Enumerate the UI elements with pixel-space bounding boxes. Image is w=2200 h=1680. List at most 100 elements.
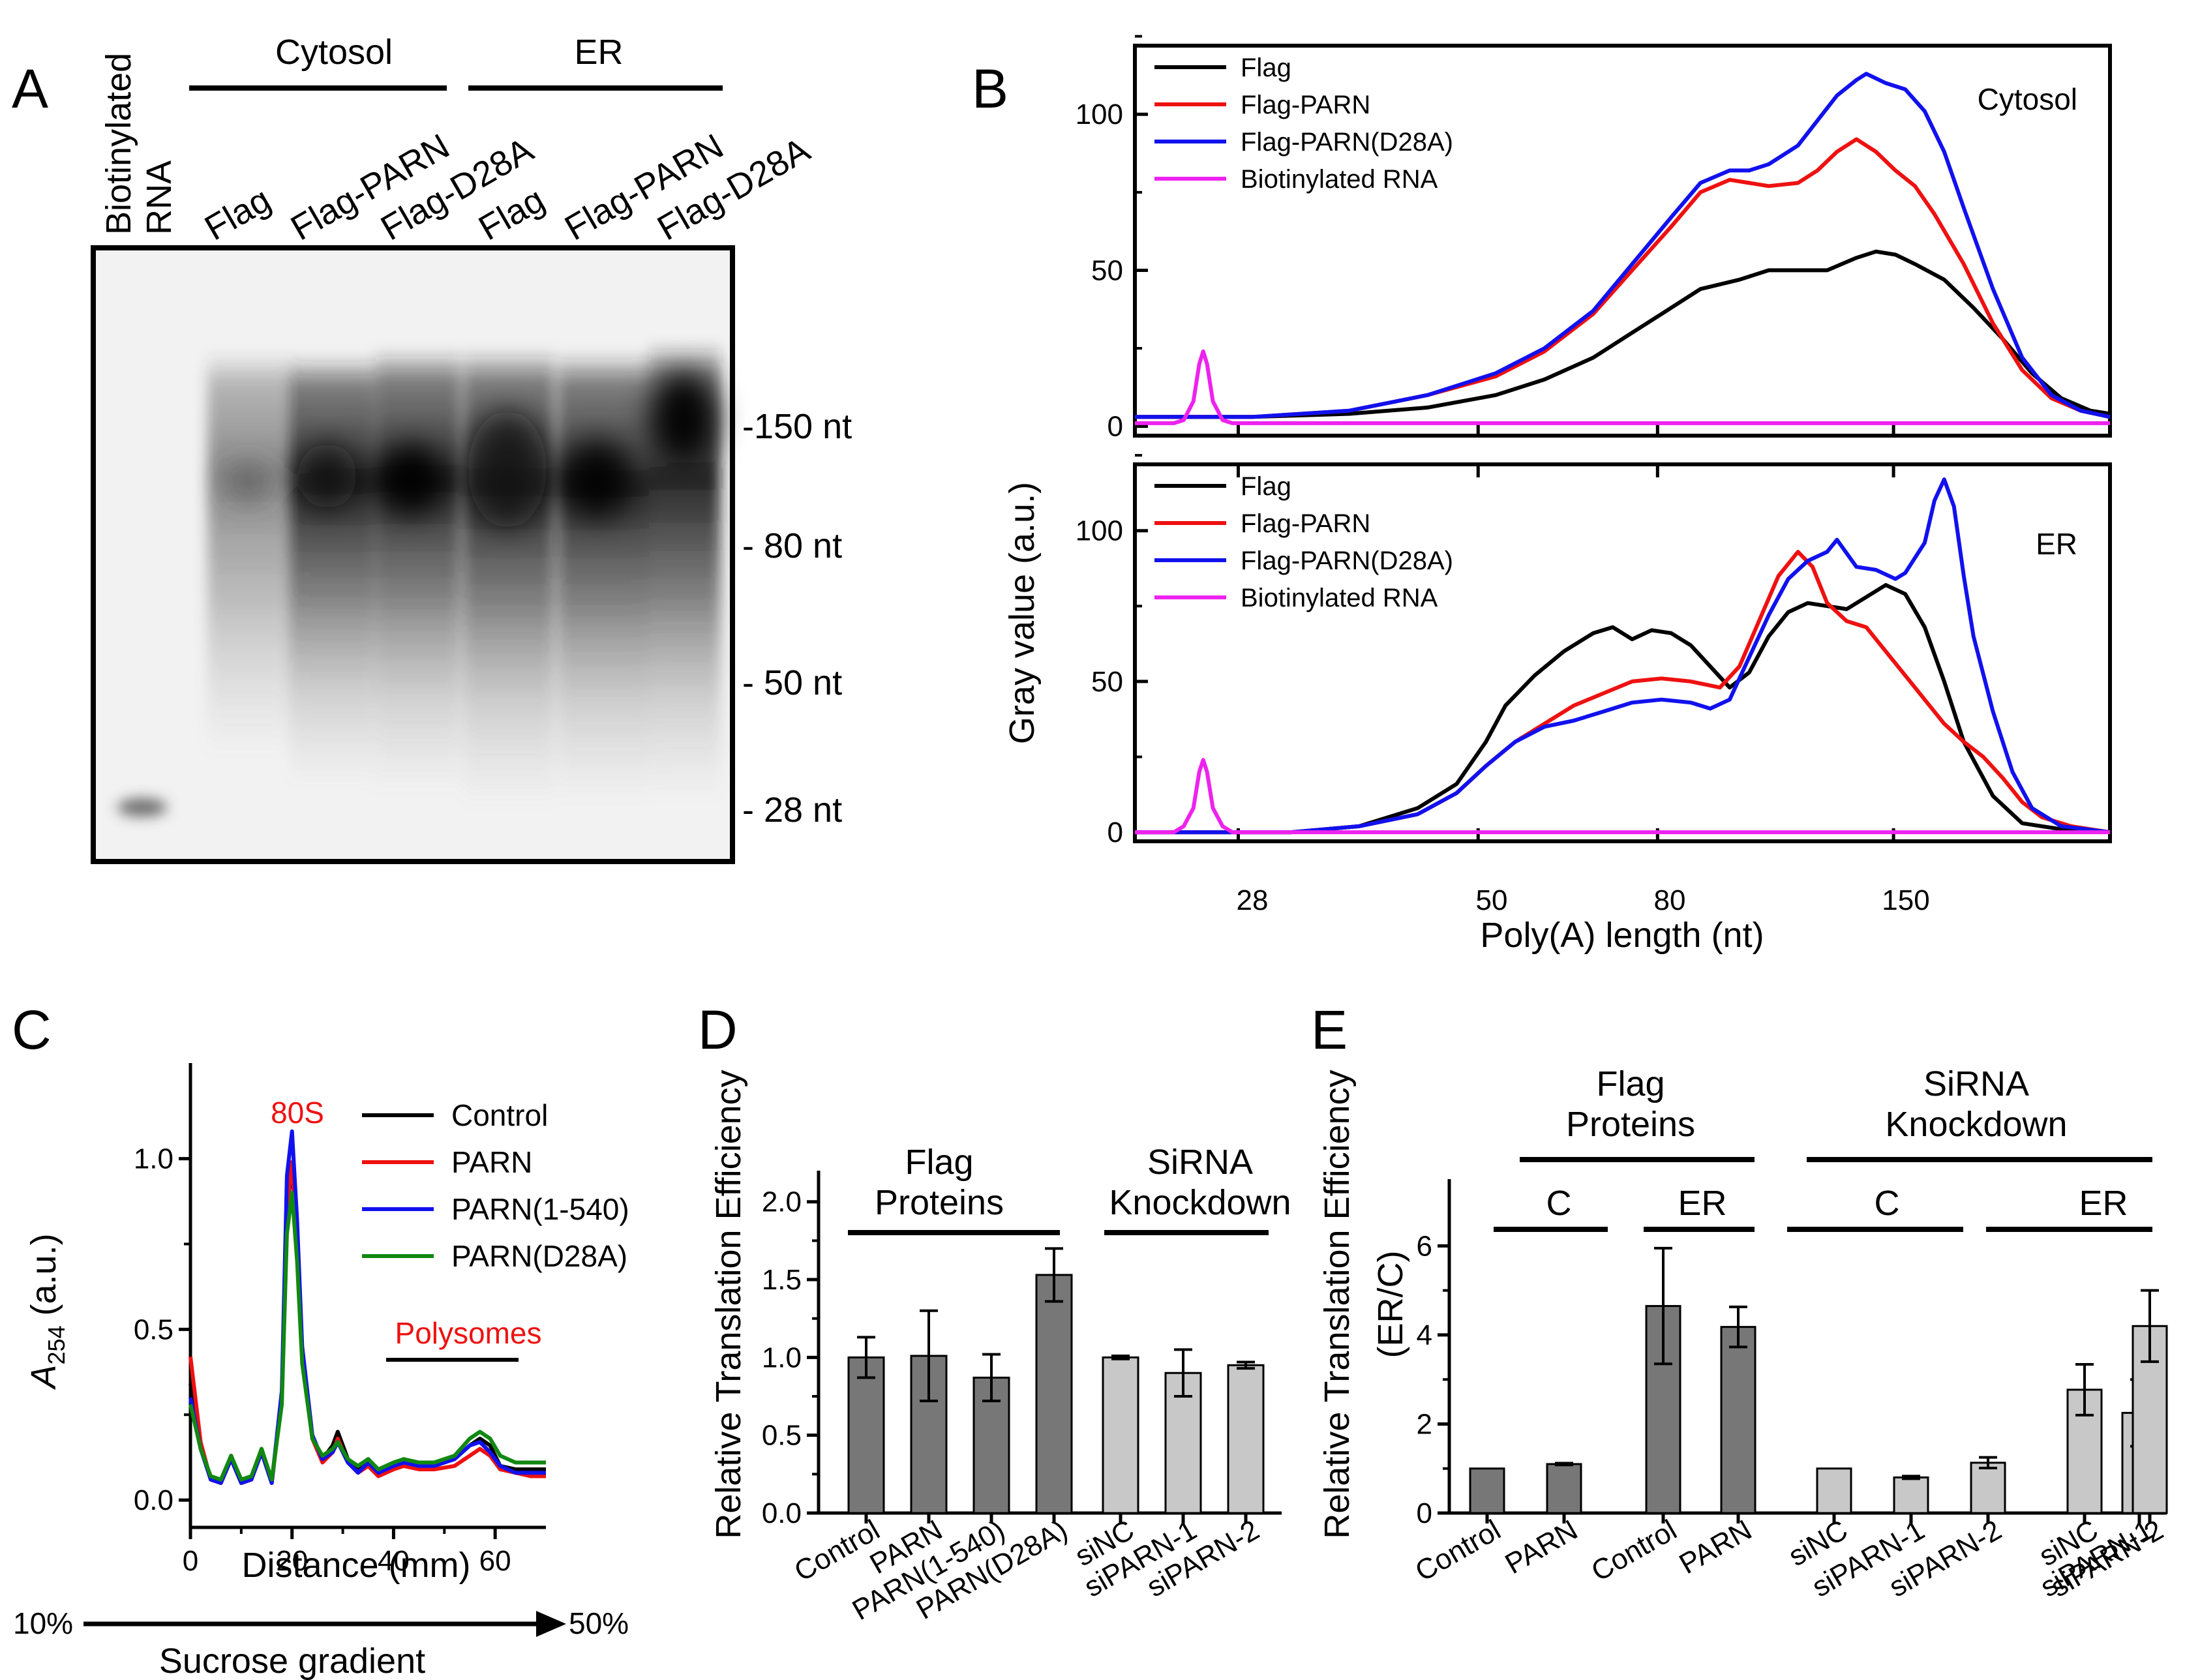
panel-b-xtick-28: 28 — [1237, 884, 1269, 916]
panel-c-ytick-label: 0.5 — [134, 1313, 173, 1345]
legend-text-flag-parn-d28a-er: Flag-PARN(D28A) — [1241, 547, 1453, 575]
bar-e-7-siparn-2 — [1970, 1462, 2006, 1514]
legend-text-biotin-er: Biotinylated RNA — [1241, 584, 1438, 612]
panel-b-top-legend: Flag Flag-PARN Flag-PARN(D28A) Biotinyla… — [1154, 53, 2077, 194]
panel-b-bottom-axes: 0 50 100 — [1076, 454, 1895, 848]
gel-frame — [91, 245, 735, 864]
panel-e-sub-c1: C — [1546, 1184, 1572, 1223]
bar-d-4-parn-d28a — [1035, 1274, 1073, 1514]
legend-text-flag-parn: Flag-PARN — [1241, 91, 1370, 119]
panel-c-axes: 0.0 0.5 1.0 0 20 40 60 — [134, 1063, 546, 1577]
xlabel-e-3-control: Control — [1586, 1514, 1682, 1587]
marker-150nt: -150 nt — [742, 407, 852, 446]
gel-hotspots — [225, 372, 716, 528]
bar-e-5-sinc — [1816, 1467, 1852, 1514]
xlabel-e-4-parn: PARN — [1674, 1514, 1757, 1580]
panel-e-group1-line2: Proteins — [1566, 1105, 1695, 1144]
panel-d-axes: 0.0 0.5 1.0 1.5 2.0 — [762, 1171, 1282, 1529]
e-ytick-label: 6 — [1417, 1230, 1432, 1262]
panel-b: B Gray value (a.u.) 0 50 100 0 50 100 Flag F… — [972, 35, 2112, 955]
series-b-bottom-flag-parn-d28a — [1135, 477, 2111, 835]
series-b-top-flag-parn-d28a — [1135, 72, 2111, 419]
series-b-top-biotinylated-rna — [1135, 349, 2110, 425]
series-c-parn-d28a — [188, 1190, 546, 1482]
panel-c-ylabel-rest: (a.u.) — [24, 1233, 63, 1325]
panel-d-group2-line2: Knockdown — [1109, 1183, 1291, 1222]
series-c-parn-1-540 — [188, 1129, 546, 1485]
legend-text-biotin: Biotinylated RNA — [1241, 165, 1438, 194]
xlabel-e-2-parn: PARN — [1499, 1514, 1583, 1580]
panel-c: C 0.0 0.5 1.0 0 20 40 60 80S Polysomes Control… — [12, 999, 629, 1680]
legend-text-control: Control — [451, 1098, 548, 1132]
b-bottom-ytick-label: 100 — [1076, 515, 1123, 547]
gel-lanes — [117, 342, 721, 817]
panel-e: E Relative Translation Efficiency (ER/C)… — [1311, 999, 2169, 1604]
gradient-end-label: 50% — [569, 1606, 629, 1640]
panel-e-group2-line1: SiRNA — [1923, 1064, 2029, 1103]
group-cytosol-label: Cytosol — [275, 33, 393, 72]
label-polysomes: Polysomes — [395, 1316, 542, 1350]
lane-label-biotin-line1: Biotinylated — [99, 53, 138, 235]
panel-d-ylabel: Relative Translation Efficiency — [709, 1070, 748, 1538]
legend-text-flag-er: Flag — [1241, 472, 1291, 501]
b-top-ytick-label: 100 — [1076, 98, 1123, 130]
panel-b-xlabel: Poly(A) length (nt) — [1480, 916, 1764, 955]
legend-text-parn-1-540: PARN(1-540) — [451, 1192, 629, 1226]
lane-label-biotin-line2: RNA — [140, 160, 179, 235]
b-bottom-ytick-label: 50 — [1091, 666, 1123, 698]
b-top-ytick-label: 50 — [1091, 254, 1123, 286]
panel-d-group1-line1: Flag — [905, 1143, 973, 1182]
panel-c-series — [188, 1129, 546, 1485]
panel-b-bottom-frame — [1133, 462, 2112, 843]
series-b-top-flag-parn — [1135, 137, 2111, 419]
panel-c-ylabel-sub: 254 — [43, 1325, 70, 1364]
gradient-label: Sucrose gradient — [159, 1642, 425, 1680]
bar-e-4-parn — [1720, 1326, 1756, 1514]
bar-e-1-control — [1469, 1467, 1505, 1514]
panel-c-ytick-label: 1.0 — [134, 1143, 173, 1175]
label-80s: 80S — [271, 1096, 324, 1130]
e-ytick-label: 0 — [1417, 1497, 1432, 1529]
d-ytick-label: 1.5 — [762, 1264, 802, 1296]
panel-a-label: A — [12, 58, 48, 119]
gradient-arrow-head — [536, 1611, 566, 1637]
bar-d-1-control — [847, 1356, 885, 1514]
panel-b-xtick-150: 150 — [1882, 884, 1929, 916]
panel-d-bars: ControlPARNPARN(1-540)PARN(D28A)siNCsiPA… — [789, 1247, 1265, 1627]
d-ytick-label: 0.5 — [762, 1420, 802, 1452]
panel-c-xtick-label: 60 — [479, 1545, 511, 1577]
gel-lane-flag-cytosol — [207, 352, 292, 757]
panel-b-label: B — [972, 58, 1008, 119]
panel-e-sub-c2: C — [1875, 1184, 1900, 1223]
lane-label-flag-cytosol: Flag — [198, 180, 277, 248]
legend-text-flag-parn-er: Flag-PARN — [1241, 509, 1370, 538]
panel-c-xtick-label: 40 — [378, 1545, 410, 1577]
gradient-start-label: 10% — [13, 1606, 73, 1640]
panel-b-top-title: Cytosol — [1978, 82, 2077, 116]
panel-e-group2-line2: Knockdown — [1885, 1105, 2067, 1144]
panel-b-top-axes: 0 50 100 — [1076, 35, 1895, 443]
panel-d-group2-line1: SiRNA — [1147, 1143, 1253, 1182]
panel-e-sub-er1: ER — [1678, 1184, 1726, 1223]
d-ytick-label: 0.0 — [762, 1497, 802, 1529]
panel-c-xtick-label: 20 — [276, 1545, 308, 1577]
legend-text-parn: PARN — [451, 1145, 532, 1179]
panel-b-top-series — [1135, 72, 2111, 425]
bar-d-5-sinc — [1102, 1356, 1139, 1514]
panel-b-bottom-series — [1135, 477, 2111, 835]
d-ytick-label: 1.0 — [762, 1342, 802, 1373]
panel-c-xlabel: Distance (mm) — [241, 1546, 470, 1585]
marker-80nt: - 80 nt — [742, 526, 842, 565]
panel-c-label: C — [12, 999, 52, 1060]
panel-d-group1-line2: Proteins — [875, 1183, 1004, 1222]
panel-b-bottom-title: ER — [2036, 527, 2077, 561]
panel-e-sub-er2: ER — [2079, 1184, 2128, 1223]
panel-e-group1-line1: Flag — [1596, 1064, 1665, 1103]
panel-b-xtick-80: 80 — [1654, 884, 1686, 916]
series-b-bottom-biotinylated-rna — [1135, 758, 2110, 835]
bar-d-7-siparn-2 — [1227, 1364, 1265, 1514]
panel-e-ylabel-line1: Relative Translation Efficiency — [1318, 1070, 1357, 1538]
legend-text-flag-parn-d28a: Flag-PARN(D28A) — [1241, 128, 1453, 157]
gel-lane-flag-parn-er — [558, 352, 649, 802]
